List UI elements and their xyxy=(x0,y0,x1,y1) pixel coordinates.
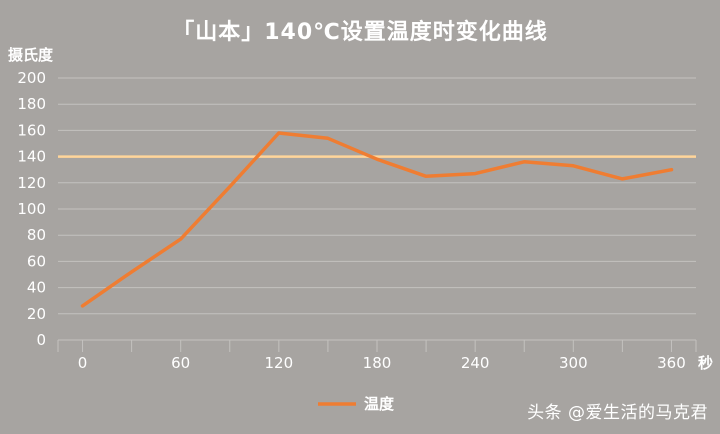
y-tick-label-40: 40 xyxy=(27,279,46,297)
y-tick-label-120: 120 xyxy=(17,174,46,192)
watermark-text: 头条 @爱生活的马克君 xyxy=(527,403,708,423)
y-tick-label-160: 160 xyxy=(17,121,46,139)
x-tick-label-300: 300 xyxy=(559,354,588,372)
y-tick-label-60: 60 xyxy=(27,252,46,270)
x-tick-label-0: 0 xyxy=(78,354,88,372)
x-tick-label-360: 360 xyxy=(657,354,686,372)
grid-lines xyxy=(57,77,697,352)
y-axis-ticks: 0 20 40 60 80 100 120 140 160 180 200 xyxy=(17,69,46,349)
y-tick-label-0: 0 xyxy=(36,331,46,349)
y-tick-label-100: 100 xyxy=(17,200,46,218)
legend: 温度 xyxy=(318,395,395,413)
series-line-温度 xyxy=(80,131,674,308)
y-axis-label: 摄氏度 xyxy=(8,46,54,64)
legend-label-温度: 温度 xyxy=(364,395,395,413)
y-tick-label-200: 200 xyxy=(17,69,46,87)
x-tick-label-180: 180 xyxy=(363,354,392,372)
y-tick-label-180: 180 xyxy=(17,95,46,113)
x-tick-label-120: 120 xyxy=(265,354,294,372)
y-tick-label-20: 20 xyxy=(27,305,46,323)
chart-title: 「山本」140℃设置温度时变化曲线 xyxy=(172,20,548,45)
y-tick-label-80: 80 xyxy=(27,226,46,244)
x-axis-unit-label: 秒 xyxy=(698,354,713,372)
y-tick-label-140: 140 xyxy=(17,148,46,166)
x-tick-label-240: 240 xyxy=(461,354,490,372)
x-axis-ticks: 0 60 120 180 240 300 360 xyxy=(78,354,686,372)
x-tick-label-60: 60 xyxy=(171,354,190,372)
series-lines xyxy=(80,131,674,308)
